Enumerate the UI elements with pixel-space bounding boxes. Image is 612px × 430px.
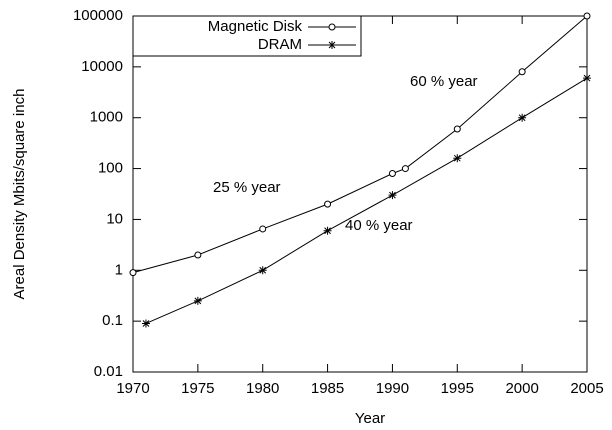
annotation: 40 % year <box>345 217 413 234</box>
marker <box>259 225 267 233</box>
marker <box>324 200 332 208</box>
marker <box>518 113 527 122</box>
x-tick-label: 1995 <box>441 380 474 397</box>
marker <box>518 68 526 76</box>
y-tick-label: 10 <box>106 210 123 227</box>
marker <box>323 226 332 235</box>
series-line <box>145 77 588 324</box>
marker <box>193 296 202 305</box>
marker <box>194 251 202 259</box>
x-tick-label: 1975 <box>181 380 214 397</box>
x-tick-label: 2000 <box>505 380 538 397</box>
y-tick-label: 10000 <box>81 58 123 75</box>
marker <box>258 266 267 275</box>
y-tick-label: 0.01 <box>94 363 123 380</box>
plot-frame <box>132 15 588 373</box>
y-tick-label: 100000 <box>73 7 123 24</box>
marker <box>583 74 591 83</box>
annotation: 25 % year <box>213 179 281 196</box>
annotation: 60 % year <box>410 73 478 90</box>
y-tick-label: 100 <box>98 160 123 177</box>
legend-label: Magnetic Disk <box>208 18 303 35</box>
x-tick-label: 1980 <box>246 380 279 397</box>
marker <box>388 191 397 200</box>
legend-box <box>132 15 362 57</box>
marker <box>453 125 461 133</box>
marker <box>141 319 150 328</box>
y-tick-label: 1 <box>115 261 123 278</box>
y-axis-label: Areal Density Mbits/square inch <box>11 89 28 300</box>
marker <box>583 12 591 20</box>
x-tick-label: 1970 <box>116 380 149 397</box>
legend-label: DRAM <box>258 36 302 53</box>
legend-marker <box>328 23 336 31</box>
y-tick-label: 1000 <box>90 109 123 126</box>
marker <box>129 269 137 277</box>
y-tick-label: 0.1 <box>102 312 123 329</box>
legend-marker <box>328 41 336 49</box>
x-tick-label: 1990 <box>376 380 409 397</box>
x-axis-label: Year <box>355 410 385 427</box>
marker <box>453 154 462 163</box>
x-tick-label: 2005 <box>570 380 603 397</box>
marker <box>388 170 396 177</box>
marker <box>401 165 409 173</box>
x-tick-label: 1985 <box>311 380 344 397</box>
